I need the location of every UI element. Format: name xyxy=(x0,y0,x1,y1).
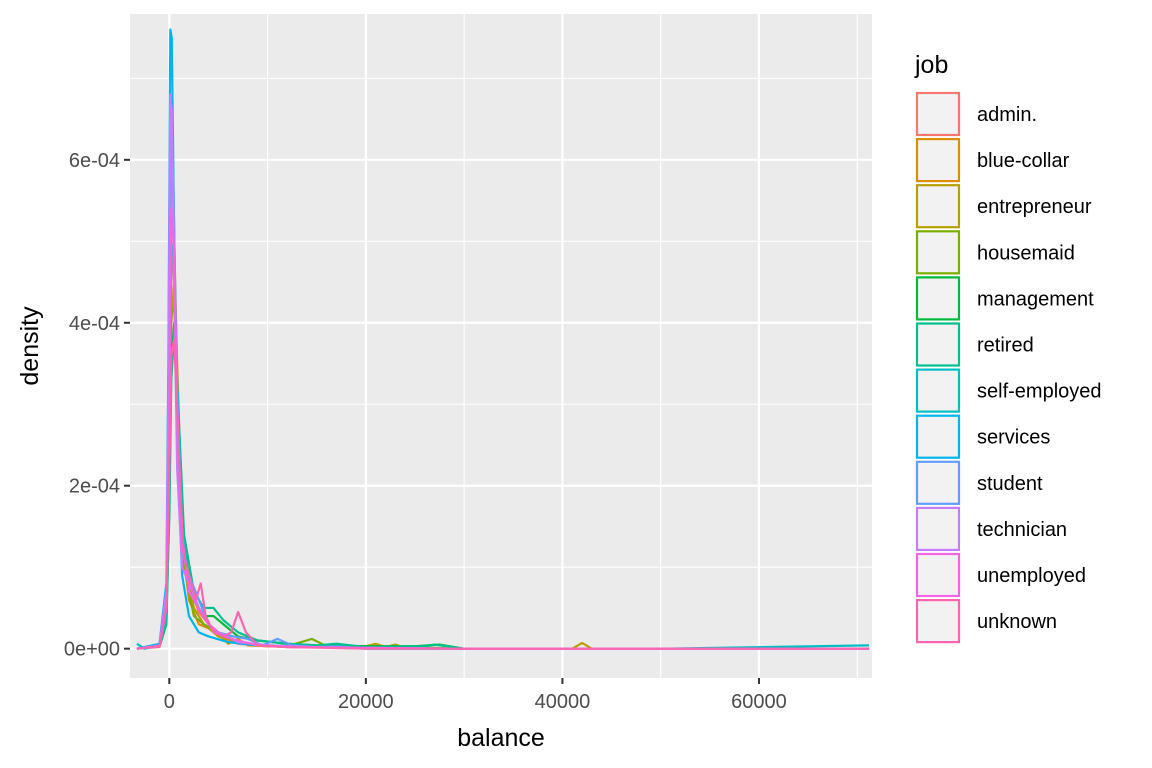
legend-label-blue-collar: blue-collar xyxy=(977,150,1070,172)
legend-label-unknown: unknown xyxy=(977,611,1057,633)
legend-key-self-employed xyxy=(915,368,961,413)
y-tick-label: 2e-04 xyxy=(69,476,120,498)
y-tick-label: 6e-04 xyxy=(69,150,120,172)
x-tick-label: 40000 xyxy=(535,691,591,713)
legend-key-admin xyxy=(915,91,961,137)
legend-key-blue-collar xyxy=(915,138,961,183)
legend-key-services xyxy=(915,414,961,459)
legend: job admin. blue-collar entrepreneur housema… xyxy=(914,51,1102,644)
legend-key-retired xyxy=(915,322,961,367)
axis-ticks: 0 20000 40000 60000 0e+00 2e-04 4e-04 6e-04 xyxy=(64,150,787,713)
series-line-unknown xyxy=(136,337,870,650)
legend-label-technician: technician xyxy=(977,519,1067,541)
legend-label-entrepreneur: entrepreneur xyxy=(977,196,1092,218)
legend-key-student xyxy=(915,460,961,505)
legend-key-unemployed xyxy=(915,552,961,598)
legend-label-services: services xyxy=(977,427,1050,449)
plot-panel xyxy=(130,14,872,678)
legend-label-unemployed: unemployed xyxy=(977,565,1086,587)
legend-key-entrepreneur xyxy=(915,184,961,229)
y-axis-title: density xyxy=(16,306,44,386)
legend-label-self-employed: self-employed xyxy=(977,381,1102,403)
y-tick-label: 0e+00 xyxy=(64,639,120,661)
legend-label-management: management xyxy=(977,288,1094,310)
legend-label-housemaid: housemaid xyxy=(977,242,1075,264)
legend-key-management xyxy=(915,276,961,321)
legend-label-retired: retired xyxy=(977,335,1034,357)
x-tick-label: 0 xyxy=(164,691,175,713)
legend-key-housemaid xyxy=(915,230,961,275)
legend-title: job xyxy=(914,51,948,79)
legend-label-student: student xyxy=(977,473,1043,495)
y-tick-label: 4e-04 xyxy=(69,313,120,335)
series-lines xyxy=(136,28,870,650)
legend-key-technician xyxy=(915,506,961,551)
legend-key-unknown xyxy=(915,598,961,644)
x-tick-label: 60000 xyxy=(731,691,787,713)
legend-label-admin: admin. xyxy=(977,104,1037,126)
minor-gridlines xyxy=(130,14,872,678)
x-axis-title: balance xyxy=(457,724,545,752)
x-tick-label: 20000 xyxy=(338,691,394,713)
